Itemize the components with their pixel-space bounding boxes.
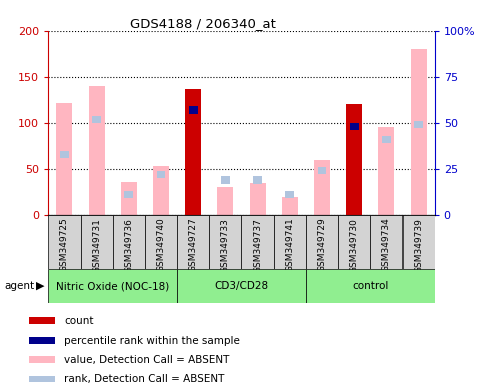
Bar (28, 376, 55, 382)
Bar (282, 197, 298, 215)
Bar (28, 317, 55, 324)
Bar (402, 215, 435, 269)
Bar (189, 106, 198, 114)
Text: GSM349737: GSM349737 (253, 218, 262, 273)
Bar (185, 89, 201, 215)
Text: agent: agent (5, 281, 35, 291)
Bar (60, 151, 69, 158)
Text: GSM349734: GSM349734 (382, 218, 391, 273)
Bar (57, 103, 72, 215)
Text: GSM349733: GSM349733 (221, 218, 230, 273)
Text: GSM349725: GSM349725 (60, 218, 69, 273)
Text: Nitric Oxide (NOC-18): Nitric Oxide (NOC-18) (56, 281, 170, 291)
Bar (145, 215, 177, 269)
Bar (318, 167, 327, 174)
Bar (382, 136, 391, 143)
Bar (378, 127, 395, 215)
Text: control: control (352, 281, 388, 291)
Bar (28, 337, 55, 344)
Bar (28, 356, 55, 363)
Bar (48, 269, 177, 303)
Bar (285, 191, 294, 199)
Bar (306, 215, 338, 269)
Text: GSM349740: GSM349740 (156, 218, 166, 273)
Bar (125, 191, 133, 199)
Bar (242, 215, 274, 269)
Bar (306, 269, 435, 303)
Bar (156, 171, 165, 178)
Bar (370, 215, 402, 269)
Bar (217, 187, 233, 215)
Bar (350, 123, 359, 130)
Bar (338, 215, 370, 269)
Text: GSM349736: GSM349736 (124, 218, 133, 273)
Text: CD3/CD28: CD3/CD28 (214, 281, 269, 291)
Text: GSM349727: GSM349727 (189, 218, 198, 273)
Text: GSM349731: GSM349731 (92, 218, 101, 273)
Bar (346, 104, 362, 215)
Text: value, Detection Call = ABSENT: value, Detection Call = ABSENT (64, 355, 229, 365)
Bar (153, 166, 169, 215)
Text: percentile rank within the sample: percentile rank within the sample (64, 336, 240, 346)
Text: GDS4188 / 206340_at: GDS4188 / 206340_at (130, 17, 276, 30)
Text: GSM349730: GSM349730 (350, 218, 359, 273)
Bar (414, 121, 423, 128)
Bar (92, 116, 101, 123)
Bar (88, 86, 105, 215)
Text: rank, Detection Call = ABSENT: rank, Detection Call = ABSENT (64, 374, 225, 384)
Bar (177, 269, 306, 303)
Bar (411, 49, 426, 215)
Text: GSM349739: GSM349739 (414, 218, 423, 273)
Bar (113, 215, 145, 269)
Text: GSM349729: GSM349729 (317, 218, 327, 273)
Text: GSM349741: GSM349741 (285, 218, 294, 273)
Bar (274, 215, 306, 269)
Text: ▶: ▶ (36, 281, 45, 291)
Bar (250, 183, 266, 215)
Bar (209, 215, 242, 269)
Bar (81, 215, 113, 269)
Bar (177, 215, 209, 269)
Bar (121, 182, 137, 215)
Bar (314, 160, 330, 215)
Bar (221, 176, 230, 184)
Bar (48, 215, 81, 269)
Text: count: count (64, 316, 94, 326)
Bar (253, 176, 262, 184)
